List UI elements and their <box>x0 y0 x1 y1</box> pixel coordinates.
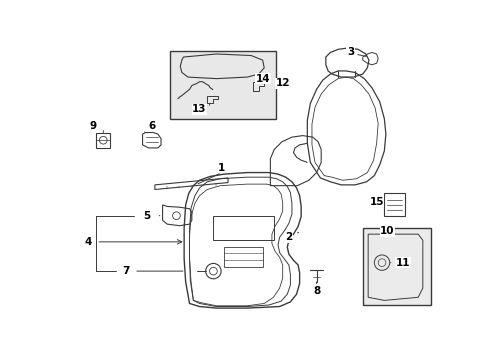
Text: 14: 14 <box>255 73 270 84</box>
Text: 8: 8 <box>313 286 320 296</box>
Bar <box>171 51 276 119</box>
Text: 1: 1 <box>218 163 225 173</box>
Text: 11: 11 <box>395 258 410 267</box>
Text: 3: 3 <box>347 48 354 58</box>
Text: 6: 6 <box>148 121 155 131</box>
Text: 5: 5 <box>144 211 151 221</box>
Text: 15: 15 <box>369 197 384 207</box>
Text: 13: 13 <box>192 104 207 114</box>
Text: 7: 7 <box>122 266 130 276</box>
Bar <box>363 228 431 305</box>
Text: 2: 2 <box>285 232 293 242</box>
Text: 9: 9 <box>90 121 97 131</box>
Text: 12: 12 <box>275 78 290 88</box>
Text: 10: 10 <box>380 226 394 236</box>
Text: 4: 4 <box>85 237 92 247</box>
